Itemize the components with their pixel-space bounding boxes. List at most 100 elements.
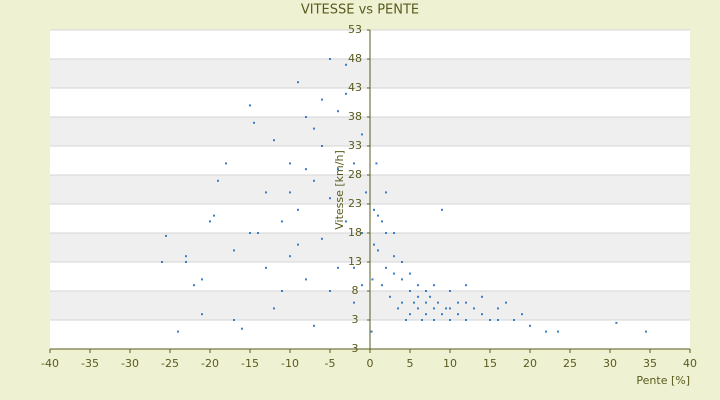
point	[305, 116, 307, 118]
point	[337, 266, 339, 269]
point	[297, 243, 299, 246]
point	[505, 301, 507, 304]
point	[249, 104, 251, 107]
y-tick-label: 18	[348, 226, 362, 239]
point	[529, 324, 531, 327]
point	[393, 255, 395, 258]
x-tick-label: 5	[407, 357, 414, 370]
point	[401, 261, 403, 263]
point	[421, 319, 423, 321]
point	[473, 307, 475, 310]
point	[375, 162, 378, 165]
point	[233, 249, 235, 252]
point	[405, 319, 407, 321]
point	[425, 313, 427, 316]
point	[345, 92, 347, 95]
point	[389, 295, 391, 298]
point	[381, 284, 383, 287]
point	[373, 243, 375, 246]
point	[401, 278, 403, 281]
x-tick-label: -40	[41, 357, 59, 370]
point	[449, 319, 451, 321]
point	[377, 249, 379, 252]
point	[449, 290, 451, 292]
point	[409, 313, 411, 316]
point	[373, 208, 375, 211]
point	[409, 290, 411, 292]
x-axis-title: Pente [%]	[636, 374, 690, 387]
point	[345, 220, 347, 223]
point	[177, 330, 179, 333]
point	[513, 319, 515, 321]
point	[481, 295, 483, 298]
point	[615, 321, 618, 324]
point	[289, 255, 291, 258]
point	[445, 307, 447, 310]
point	[225, 162, 227, 165]
point	[465, 284, 467, 287]
point	[385, 191, 387, 194]
x-tick-label: 25	[563, 357, 577, 370]
point	[329, 290, 331, 292]
point	[241, 327, 243, 330]
point	[165, 234, 167, 237]
x-tick-label: -35	[81, 357, 99, 370]
point	[249, 232, 251, 234]
point	[209, 220, 211, 223]
point	[273, 307, 275, 310]
y-tick-label: 38	[348, 110, 362, 123]
point	[385, 266, 387, 269]
point	[417, 307, 419, 310]
point	[365, 191, 367, 194]
point	[329, 58, 331, 60]
point	[297, 81, 299, 84]
point	[545, 330, 547, 333]
point	[265, 266, 267, 269]
point	[305, 278, 307, 281]
point	[401, 301, 403, 304]
point	[313, 324, 315, 327]
point	[449, 307, 451, 310]
point	[393, 232, 395, 234]
point	[377, 214, 379, 217]
point	[465, 301, 467, 304]
point	[337, 168, 339, 171]
point	[413, 301, 415, 304]
y-tick-label: 48	[348, 52, 362, 65]
point	[361, 232, 363, 234]
y-tick-label: 33	[348, 139, 362, 152]
point	[213, 214, 215, 217]
point	[497, 319, 499, 321]
point	[425, 290, 427, 292]
x-tick-label: 20	[523, 357, 537, 370]
point	[305, 168, 307, 171]
point	[397, 307, 399, 310]
x-tick-label: -30	[121, 357, 139, 370]
y-tick-label: 23	[348, 197, 362, 210]
point	[489, 319, 491, 321]
point	[433, 307, 435, 310]
point	[273, 139, 275, 142]
point	[361, 284, 363, 287]
point	[385, 232, 387, 234]
y-tick-label: 43	[348, 81, 362, 94]
point	[313, 179, 315, 182]
point	[233, 319, 235, 321]
x-tick-label: 35	[643, 357, 657, 370]
y-axis-title: Vitesse [km/h]	[333, 150, 346, 230]
point	[481, 313, 483, 316]
point	[441, 313, 443, 316]
point	[217, 179, 219, 182]
point	[353, 301, 355, 304]
x-tick-label: 0	[367, 357, 374, 370]
y-tick-label: 3	[352, 313, 359, 326]
point	[417, 295, 419, 298]
x-tick-label: -25	[161, 357, 179, 370]
x-tick-label: 10	[443, 357, 457, 370]
point	[457, 301, 459, 304]
x-tick-label: -10	[281, 357, 299, 370]
point	[429, 295, 431, 298]
chart-title: VITESSE vs PENTE	[301, 3, 419, 18]
point	[433, 319, 435, 321]
